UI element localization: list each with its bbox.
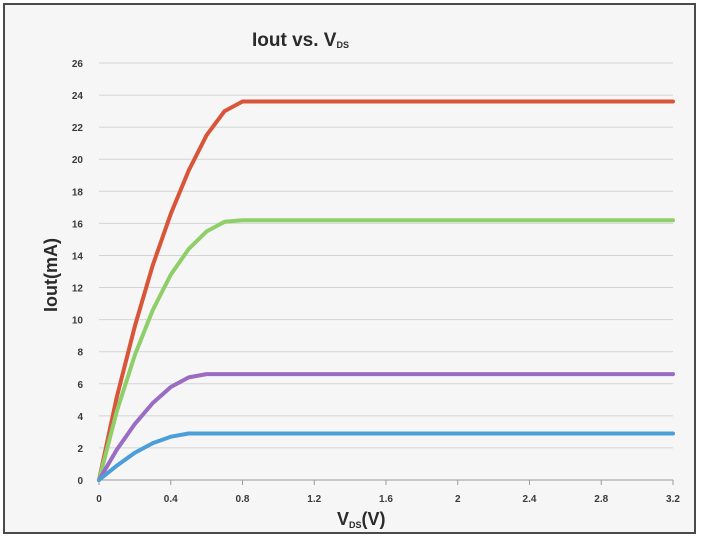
y-tick-label: 22 bbox=[72, 123, 84, 134]
y-tick-label: 26 bbox=[72, 59, 84, 70]
x-tick-label: 0 bbox=[96, 494, 102, 505]
y-tick-label: 20 bbox=[72, 155, 84, 166]
y-axis-label: Iout(mA) bbox=[41, 238, 61, 312]
y-tick-label: 12 bbox=[72, 284, 84, 295]
x-tick-label: 1.2 bbox=[307, 494, 321, 505]
x-axis-label-main: V bbox=[337, 509, 349, 529]
x-tick-label: 0.8 bbox=[236, 494, 250, 505]
axes bbox=[98, 479, 674, 485]
y-tick-label: 16 bbox=[72, 219, 84, 230]
x-tick-label: 3.2 bbox=[666, 494, 680, 505]
series-line-2 bbox=[97, 218, 675, 482]
y-tick-label: 2 bbox=[77, 444, 83, 455]
chart-title: Iout vs. VDS bbox=[252, 30, 349, 51]
x-axis-label-subscript: DS bbox=[349, 520, 362, 530]
x-tick-label: 2.8 bbox=[594, 494, 608, 505]
chart-frame: 0 2 4 6 8 10 12 14 16 18 20 22 24 26 0 0.4 0.8 1.2 1.6 2 2.4… bbox=[3, 3, 696, 534]
chart-title-subscript: DS bbox=[336, 40, 349, 50]
y-tick-label: 10 bbox=[72, 316, 84, 327]
x-tick-label: 2 bbox=[455, 494, 461, 505]
series-lines bbox=[97, 99, 675, 482]
x-tick-label: 1.6 bbox=[379, 494, 393, 505]
series-line-1 bbox=[97, 99, 675, 482]
y-tick-label: 14 bbox=[72, 251, 84, 262]
y-tick-label: 6 bbox=[77, 380, 83, 391]
y-tick-label: 4 bbox=[77, 412, 83, 423]
series-line-3 bbox=[97, 372, 675, 482]
y-tick-label: 8 bbox=[77, 348, 83, 359]
y-tick-label: 0 bbox=[77, 476, 83, 487]
y-tick-label: 24 bbox=[72, 91, 84, 102]
x-tick-label: 2.4 bbox=[523, 494, 537, 505]
y-tick-label: 18 bbox=[72, 187, 84, 198]
x-axis-label: VDS(V) bbox=[337, 509, 386, 530]
grid bbox=[99, 62, 673, 449]
chart-title-main: Iout vs. V bbox=[252, 30, 337, 51]
x-tick-label: 0.4 bbox=[164, 494, 178, 505]
x-axis-label-unit: (V) bbox=[362, 509, 386, 529]
series-line-4 bbox=[97, 431, 675, 482]
